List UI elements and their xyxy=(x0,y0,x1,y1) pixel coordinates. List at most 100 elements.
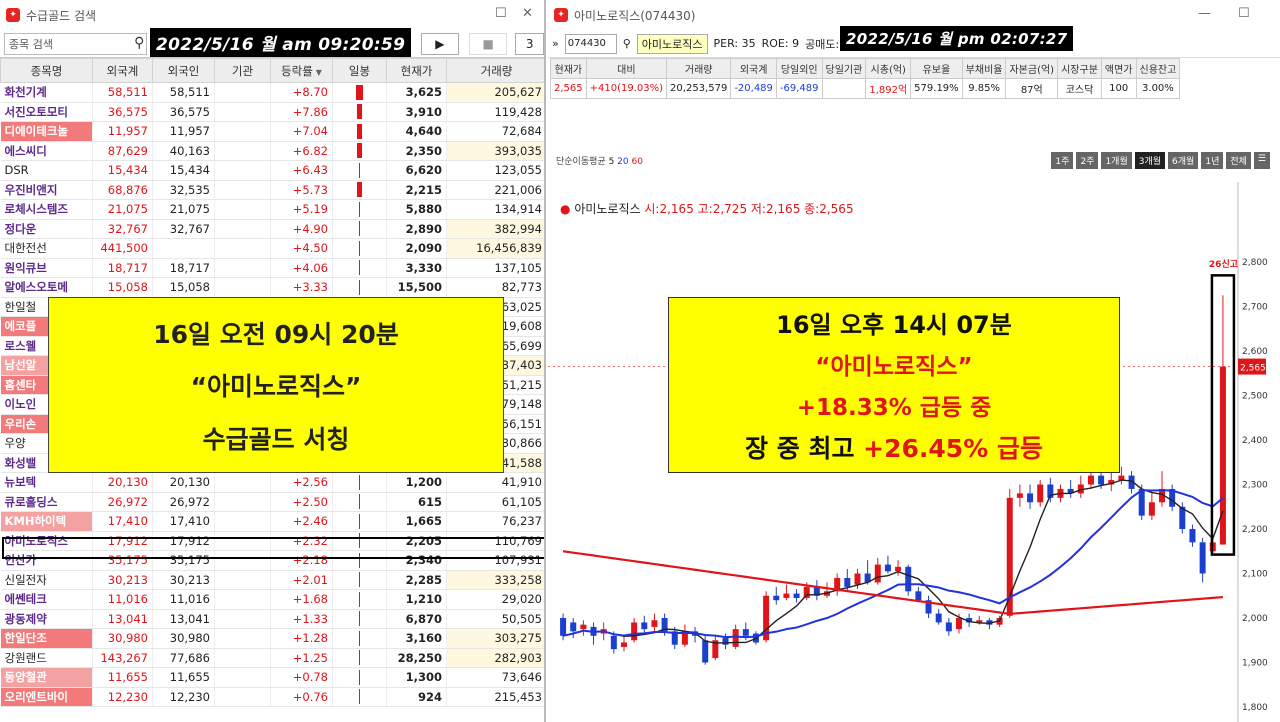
period-2w[interactable]: 2주 xyxy=(1076,152,1099,169)
restore-icon[interactable]: ☐ xyxy=(495,6,507,21)
col-header-label: 기관 xyxy=(231,63,254,78)
col-header-4[interactable]: 등락률 ▼ xyxy=(270,58,333,83)
candle-body xyxy=(681,631,688,645)
period-1w[interactable]: 1주 xyxy=(1051,152,1074,169)
candle-body xyxy=(1108,480,1115,485)
stop-button[interactable]: ■ xyxy=(469,32,508,55)
y-tick-label: 2,500 xyxy=(1242,392,1268,402)
period-3m[interactable]: 3개월 xyxy=(1134,152,1166,169)
stock-name-field: 아미노로직스 xyxy=(636,33,708,54)
candle-body xyxy=(834,577,841,592)
close-icon[interactable]: ✕ xyxy=(522,6,533,21)
candle-body xyxy=(915,591,922,601)
minimize-icon[interactable]: — xyxy=(1198,6,1211,21)
table-row[interactable]: 신일전자 30,213 30,213 +2.01 2,285 333,258 xyxy=(0,570,544,590)
period-1y[interactable]: 1년 xyxy=(1201,152,1224,169)
stock-name-cell: 우진비앤지 xyxy=(0,180,93,200)
right-annot-line1: 16일 오후 14시 07분 xyxy=(776,311,1012,339)
table-row[interactable]: 에스씨디 87,629 40,163 +6.82 2,350 393,035 xyxy=(0,141,544,161)
daily-bar xyxy=(358,533,361,549)
foreign-broker-cell: 17,410 xyxy=(92,511,153,532)
foreigner-cell: 36,575 xyxy=(152,102,215,122)
stock-search-input[interactable]: 종목 검색 ⚲ xyxy=(4,32,148,55)
table-row[interactable]: 디에이테크놀 11,957 11,957 +7.04 4,640 72,684 xyxy=(0,121,544,142)
period-selector: 1주 2주 1개월 3개월 6개월 1년 전체 ☰ xyxy=(1051,152,1270,169)
col-header-0[interactable]: 종목명 xyxy=(0,58,93,83)
y-tick-label: 2,700 xyxy=(1242,303,1268,313)
stock-name-cell: 화천기계 xyxy=(0,82,93,103)
quote-header: 거래량 xyxy=(666,58,732,79)
right-annot-line3: +18.33% 급등 중 xyxy=(796,395,992,421)
institution-cell xyxy=(214,160,271,181)
candle-body xyxy=(1027,493,1034,503)
table-row[interactable]: 큐로홀딩스 26,972 26,972 +2.50 615 61,105 xyxy=(0,492,544,512)
price-cell: 3,160 xyxy=(386,628,447,649)
expand-icon[interactable]: » xyxy=(552,37,559,50)
ma5-line xyxy=(562,479,1224,644)
volume-cell: 393,035 xyxy=(446,141,544,161)
foreigner-cell: 21,075 xyxy=(152,199,215,220)
table-row[interactable]: 뉴보텍 20,130 20,130 +2.56 1,200 41,910 xyxy=(0,472,544,493)
daily-bar-cell xyxy=(332,102,387,122)
table-row[interactable]: 동양철관 11,655 11,655 +0.78 1,300 73,646 xyxy=(0,667,544,688)
foreign-broker-cell: 32,767 xyxy=(92,219,153,239)
candle-body xyxy=(570,622,577,632)
col-header-7[interactable]: 거래량 xyxy=(446,58,544,83)
change-rate-cell: +1.25 xyxy=(270,648,333,668)
period-1m[interactable]: 1개월 xyxy=(1101,152,1132,169)
y-tick-label: 1,800 xyxy=(1242,703,1268,713)
foreigner-cell: 11,957 xyxy=(152,121,215,142)
change-rate-cell: +4.06 xyxy=(270,258,333,278)
table-row[interactable]: 아미노로직스 17,912 17,912 +2.32 2,205 110,769 xyxy=(0,531,544,551)
institution-cell xyxy=(214,667,271,688)
col-header-6[interactable]: 현재가 xyxy=(386,58,447,83)
candle-body xyxy=(1219,366,1226,545)
foreign-broker-cell: 26,972 xyxy=(92,492,153,512)
daily-bar xyxy=(358,591,361,607)
period-all[interactable]: 전체 xyxy=(1226,152,1251,169)
interval-field[interactable]: 3 xyxy=(515,32,544,55)
table-row[interactable]: 한일단조 30,980 30,980 +1.28 3,160 303,275 xyxy=(0,628,544,649)
table-row[interactable]: 정다운 32,767 32,767 +4.90 2,890 382,994 xyxy=(0,219,544,239)
stock-name-cell: 인산가 xyxy=(0,550,93,571)
stock-code-input[interactable]: 074430 xyxy=(564,33,617,54)
play-button[interactable]: ▶ xyxy=(420,32,460,55)
change-rate-cell: +4.90 xyxy=(270,219,333,239)
period-6m[interactable]: 6개월 xyxy=(1168,152,1199,169)
price-cell: 1,200 xyxy=(386,472,447,493)
new-high-label: 26신고 xyxy=(1209,258,1238,270)
table-row[interactable]: 원익큐브 18,717 18,717 +4.06 3,330 137,105 xyxy=(0,258,544,278)
stock-name-cell: 강원랜드 xyxy=(0,648,93,668)
table-row[interactable]: KMH하이텍 17,410 17,410 +2.46 1,665 76,237 xyxy=(0,511,544,532)
search-icon[interactable]: ⚲ xyxy=(622,37,631,50)
quote-value xyxy=(821,78,867,99)
table-row[interactable]: 서진오토모티 36,575 36,575 +7.86 3,910 119,428 xyxy=(0,102,544,122)
daily-bar xyxy=(356,84,363,100)
institution-cell xyxy=(214,102,271,122)
col-header-3[interactable]: 기관 xyxy=(214,58,271,83)
candle-body xyxy=(722,638,729,645)
table-row[interactable]: 오리엔트바이 12,230 12,230 +0.76 924 215,453 xyxy=(0,687,544,707)
stock-name-cell: 에쎈테크 xyxy=(0,589,93,610)
table-row[interactable]: DSR 15,434 15,434 +6.43 6,620 123,055 xyxy=(0,160,544,181)
table-row[interactable]: 강원랜드 143,267 77,686 +1.25 28,250 282,903 xyxy=(0,648,544,668)
table-row[interactable]: 우진비앤지 68,876 32,535 +5.73 2,215 221,006 xyxy=(0,180,544,200)
sort-arrow-icon[interactable]: ▼ xyxy=(315,67,322,77)
col-header-1[interactable]: 외국계 xyxy=(92,58,153,83)
table-row[interactable]: 에쎈테크 11,016 11,016 +1.68 1,210 29,020 xyxy=(0,589,544,610)
table-row[interactable]: 알에스오토메 15,058 15,058 +3.33 15,500 82,773 xyxy=(0,277,544,298)
table-row[interactable]: 광동제약 13,041 13,041 +1.33 6,870 50,505 xyxy=(0,609,544,629)
quote-value: 9.85% xyxy=(961,78,1007,99)
table-row[interactable]: 인산가 35,175 35,175 +2.18 2,340 107,931 xyxy=(0,550,544,571)
table-row[interactable]: 대한전선 441,500 +4.50 2,090 16,456,839 xyxy=(0,238,544,259)
col-header-2[interactable]: 외국인 xyxy=(152,58,215,83)
quote-header: 시총(억) xyxy=(865,58,912,79)
restore-icon[interactable]: ☐ xyxy=(1238,6,1250,21)
search-icon[interactable]: ⚲ xyxy=(134,34,145,51)
col-header-5[interactable]: 일봉 xyxy=(332,58,387,83)
table-row[interactable]: 로체시스템즈 21,075 21,075 +5.19 5,880 134,914 xyxy=(0,199,544,220)
foreigner-cell: 32,535 xyxy=(152,180,215,200)
right-annot-line4: 장 중 최고 +26.45% 급등 xyxy=(745,429,1043,465)
menu-icon[interactable]: ☰ xyxy=(1253,152,1270,169)
table-row[interactable]: 화천기계 58,511 58,511 +8.70 3,625 205,627 xyxy=(0,82,544,103)
